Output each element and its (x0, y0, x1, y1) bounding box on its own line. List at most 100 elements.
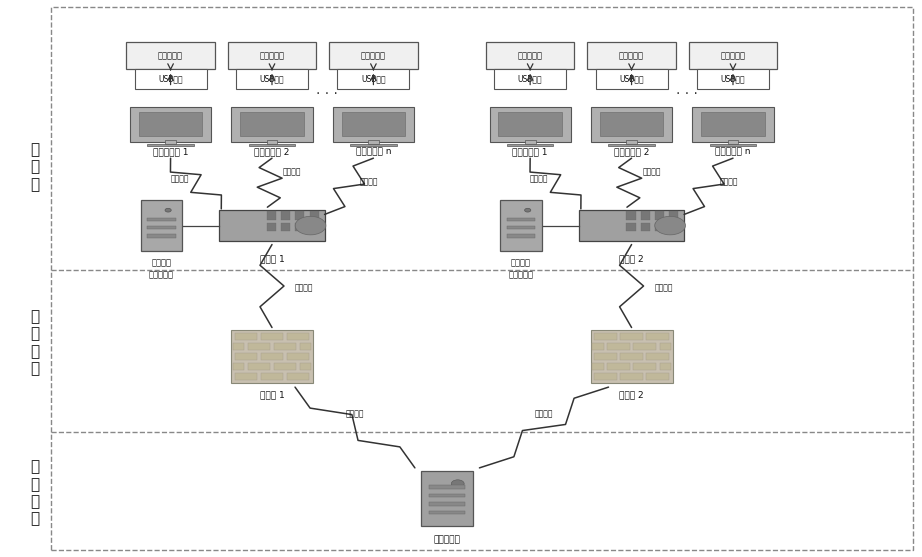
Bar (287, 353, 310, 360)
Circle shape (165, 208, 171, 212)
Text: 摄像头设备: 摄像头设备 (259, 51, 285, 60)
Text: 内网计算机 1: 内网计算机 1 (513, 147, 548, 156)
Text: 摄像头设备: 摄像头设备 (619, 51, 644, 60)
Text: 数据链路: 数据链路 (346, 409, 364, 418)
FancyBboxPatch shape (697, 69, 769, 89)
Bar (646, 373, 669, 380)
Circle shape (295, 216, 325, 235)
Bar (595, 373, 617, 380)
Bar (499, 113, 561, 136)
Text: 数据链路: 数据链路 (295, 284, 313, 293)
Bar (655, 223, 664, 231)
Bar (165, 140, 176, 144)
Bar (267, 211, 276, 220)
Bar (281, 211, 290, 220)
Text: 内网计算机 1: 内网计算机 1 (153, 147, 188, 156)
Text: 内网计算机 n: 内网计算机 n (356, 147, 391, 156)
Bar (234, 353, 257, 360)
Bar (310, 223, 319, 231)
Bar (626, 140, 637, 144)
Bar (300, 343, 311, 350)
Bar (506, 234, 536, 238)
Bar (147, 218, 176, 221)
FancyBboxPatch shape (596, 69, 668, 89)
Text: USB接口: USB接口 (620, 75, 644, 84)
Bar (641, 211, 650, 220)
Bar (507, 144, 553, 146)
Bar (274, 363, 296, 370)
Text: 数据链路: 数据链路 (360, 177, 378, 187)
Circle shape (451, 480, 464, 487)
Bar (633, 363, 656, 370)
Bar (139, 113, 202, 136)
Text: 防火墙 2: 防火墙 2 (620, 390, 644, 399)
Text: 摄像头设备: 摄像头设备 (720, 51, 746, 60)
Bar (646, 353, 669, 360)
Bar (669, 211, 679, 220)
Bar (248, 343, 270, 350)
FancyBboxPatch shape (692, 107, 774, 142)
FancyBboxPatch shape (501, 201, 541, 251)
Bar (261, 333, 283, 340)
Text: . . .: . . . (316, 83, 338, 97)
Text: 内网计算机 n: 内网计算机 n (715, 147, 751, 156)
Bar (608, 363, 630, 370)
Bar (261, 353, 283, 360)
Bar (655, 211, 664, 220)
Text: 数据链路: 数据链路 (655, 284, 673, 293)
Bar (281, 223, 290, 231)
Bar (234, 373, 257, 380)
FancyBboxPatch shape (236, 69, 308, 89)
Text: 服
务
器
层: 服 务 器 层 (30, 460, 40, 526)
Bar (232, 363, 244, 370)
Bar (267, 223, 276, 231)
FancyBboxPatch shape (490, 107, 571, 142)
Bar (350, 144, 396, 146)
Bar (659, 343, 671, 350)
Text: 数据链路: 数据链路 (719, 177, 738, 187)
Bar (342, 113, 405, 136)
FancyBboxPatch shape (579, 210, 684, 241)
Bar (595, 333, 617, 340)
Bar (621, 373, 643, 380)
Text: 防火墙 1: 防火墙 1 (260, 390, 284, 399)
Bar (147, 226, 176, 229)
Bar (234, 333, 257, 340)
Text: USB接口: USB接口 (260, 75, 284, 84)
FancyBboxPatch shape (329, 42, 418, 69)
Text: 摄像头设备: 摄像头设备 (158, 51, 183, 60)
Bar (147, 234, 176, 238)
Text: 人脸识别
认证服务器: 人脸识别 认证服务器 (508, 258, 534, 280)
Text: 数据服务器: 数据服务器 (433, 536, 461, 545)
Bar (727, 140, 739, 144)
Text: 摄像头设备: 摄像头设备 (361, 51, 386, 60)
Text: USB接口: USB接口 (721, 75, 745, 84)
FancyBboxPatch shape (689, 42, 777, 69)
FancyBboxPatch shape (219, 210, 325, 241)
Text: USB接口: USB接口 (518, 75, 542, 84)
Bar (621, 333, 643, 340)
Bar (261, 373, 283, 380)
Bar (368, 140, 379, 144)
Bar (295, 211, 304, 220)
Bar (249, 144, 295, 146)
Text: . . .: . . . (676, 83, 698, 97)
Bar (600, 113, 663, 136)
Bar (506, 226, 536, 229)
Bar (429, 511, 466, 515)
Bar (287, 333, 310, 340)
Text: 内网计算机 2: 内网计算机 2 (614, 147, 649, 156)
Bar (310, 211, 319, 220)
Bar (669, 223, 679, 231)
Bar (659, 363, 671, 370)
Text: 交换机 2: 交换机 2 (620, 255, 644, 263)
Bar (641, 223, 650, 231)
FancyBboxPatch shape (141, 201, 182, 251)
Circle shape (655, 216, 685, 235)
FancyBboxPatch shape (337, 69, 409, 89)
Bar (248, 363, 270, 370)
FancyBboxPatch shape (333, 107, 414, 142)
FancyBboxPatch shape (231, 107, 313, 142)
Bar (608, 343, 630, 350)
Bar (627, 211, 635, 220)
